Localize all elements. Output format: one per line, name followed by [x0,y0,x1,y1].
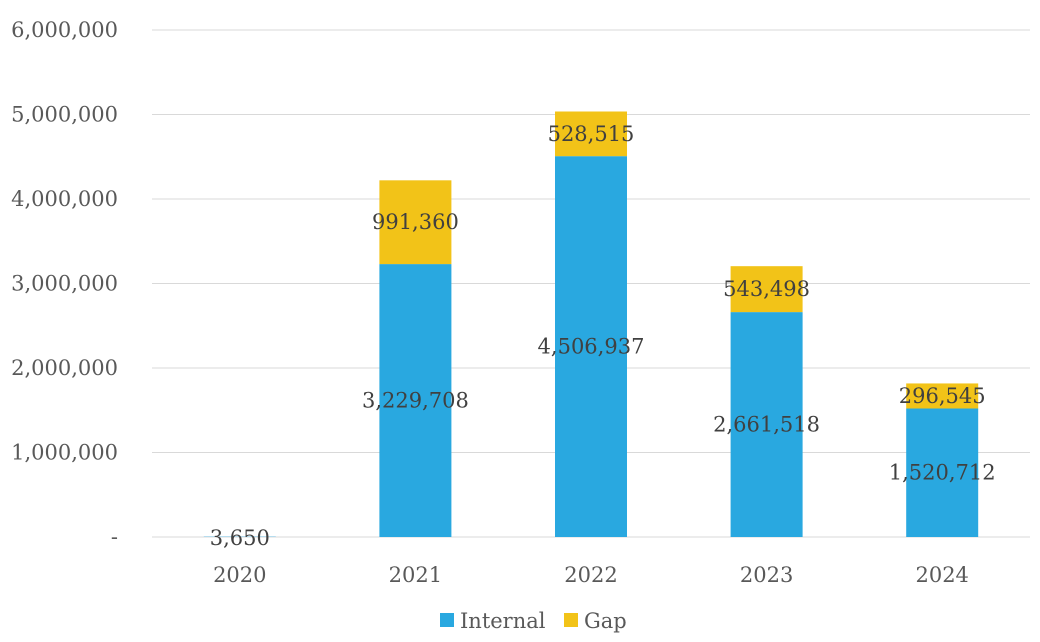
bar-gap-2024 [906,383,979,409]
legend-swatch-gap [564,613,578,627]
data-label-gap-2021: 991,360 [372,210,459,234]
bar-internal-2021 [379,264,452,537]
x-tick-label: 2021 [389,563,442,587]
data-label-internal-2023: 2,661,518 [713,413,820,437]
data-label-gap-2022: 528,515 [548,122,635,146]
bar-internal-2024 [906,408,979,537]
legend-swatch-internal [440,613,454,627]
data-label-internal-2020: 3,650 [210,526,270,550]
legend: Internal Gap [440,609,627,633]
y-tick-label: 1,000,000 [11,441,118,465]
y-tick-label: 3,000,000 [11,272,118,296]
data-label-internal-2024: 1,520,712 [889,461,996,485]
x-tick-label: 2024 [915,563,968,587]
data-label-gap-2024: 296,545 [899,384,986,408]
x-tick-label: 2023 [740,563,793,587]
y-tick-label: - [111,525,118,549]
bar-gap-2021 [379,180,452,265]
y-axis-tick-labels: - 1,000,000 2,000,000 3,000,000 4,000,000 5,0… [11,18,118,549]
data-labels: 3,650 3,229,708 991,360 4,506,937 528,515 2,6… [210,122,996,550]
bars [203,111,979,537]
data-label-internal-2021: 3,229,708 [362,389,469,413]
legend-label-internal: Internal [460,609,546,633]
data-label-internal-2022: 4,506,937 [538,335,645,359]
y-tick-label: 4,000,000 [11,187,118,211]
x-tick-label: 2022 [564,563,617,587]
legend-label-gap: Gap [584,609,627,633]
y-tick-label: 2,000,000 [11,356,118,380]
x-axis-tick-labels: 2020 2021 2022 2023 2024 [213,563,969,587]
y-tick-label: 6,000,000 [11,18,118,42]
y-tick-label: 5,000,000 [11,103,118,127]
data-label-gap-2023: 543,498 [723,277,810,301]
bar-internal-2023 [730,312,803,537]
bar-gap-2022 [555,111,627,157]
x-tick-label: 2020 [213,563,266,587]
bar-internal-2022 [555,156,627,537]
bar-gap-2023 [730,266,803,313]
